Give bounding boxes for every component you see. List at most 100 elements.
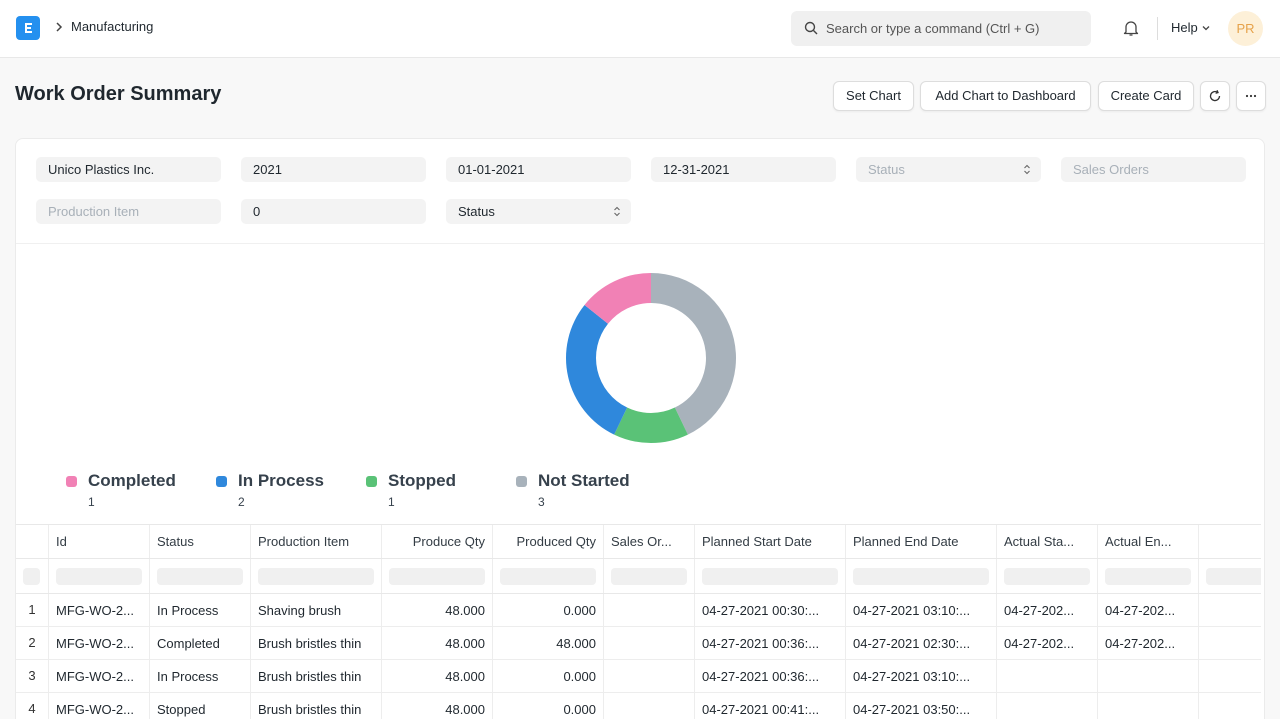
- from-date-filter[interactable]: 01-01-2021: [446, 157, 631, 182]
- column-header-actual-end-date[interactable]: Actual En...: [1098, 525, 1199, 558]
- status-donut-chart: [566, 273, 736, 443]
- cell-production-item[interactable]: Shaving brush: [251, 594, 382, 626]
- cell-actual-start-date[interactable]: 04-27-202...: [997, 594, 1098, 626]
- cell-status[interactable]: In Process: [150, 594, 251, 626]
- column-header-planned-start-date[interactable]: Planned Start Date: [695, 525, 846, 558]
- cell-planned-start-date[interactable]: 04-27-2021 00:41:...: [695, 693, 846, 719]
- donut-slice-not-started[interactable]: [651, 273, 736, 435]
- column-header-actual-start-date[interactable]: Actual Sta...: [997, 525, 1098, 558]
- table-row[interactable]: 1 MFG-WO-2... In Process Shaving brush 4…: [16, 594, 1261, 627]
- cell-produced-qty[interactable]: 0.000: [493, 693, 604, 719]
- create-card-button[interactable]: Create Card: [1098, 81, 1194, 111]
- sales-orders-filter[interactable]: Sales Orders: [1061, 157, 1246, 182]
- cell-sales-order[interactable]: [604, 627, 695, 659]
- cell-planned-end-date[interactable]: 04-27-2021 02:30:...: [846, 627, 997, 659]
- row-index: 1: [16, 594, 49, 626]
- company-filter[interactable]: Unico Plastics Inc.: [36, 157, 221, 182]
- donut-slice-stopped[interactable]: [614, 407, 688, 443]
- fiscal-year-filter[interactable]: 2021: [241, 157, 426, 182]
- table-filter-row: [16, 559, 1261, 594]
- filter-checkbox[interactable]: [23, 568, 40, 585]
- cell-produce-qty[interactable]: 48.000: [382, 660, 493, 692]
- column-header-status[interactable]: Status: [150, 525, 251, 558]
- status-filter[interactable]: Status: [856, 157, 1041, 182]
- table-row[interactable]: 2 MFG-WO-2... Completed Brush bristles t…: [16, 627, 1261, 660]
- cell-production-item[interactable]: Brush bristles thin: [251, 660, 382, 692]
- cell-produce-qty[interactable]: 48.000: [382, 594, 493, 626]
- cell-id[interactable]: MFG-WO-2...: [49, 594, 150, 626]
- cell-actual-end-date[interactable]: [1098, 693, 1199, 719]
- cell-sales-order[interactable]: [604, 693, 695, 719]
- column-header-production-item[interactable]: Production Item: [251, 525, 382, 558]
- column-filter-input[interactable]: [389, 568, 485, 585]
- cell-sales-order[interactable]: [604, 594, 695, 626]
- cell-produce-qty[interactable]: 48.000: [382, 693, 493, 719]
- cell-status[interactable]: Stopped: [150, 693, 251, 719]
- column-header-sales-order[interactable]: Sales Or...: [604, 525, 695, 558]
- app-logo-icon[interactable]: [16, 16, 40, 40]
- avatar[interactable]: PR: [1228, 11, 1263, 46]
- age-filter[interactable]: 0: [241, 199, 426, 224]
- to-date-filter[interactable]: 12-31-2021: [651, 157, 836, 182]
- legend-value: 1: [388, 495, 395, 509]
- set-chart-button[interactable]: Set Chart: [833, 81, 914, 111]
- production-item-filter[interactable]: Production Item: [36, 199, 221, 224]
- notification-bell-icon[interactable]: [1122, 19, 1140, 37]
- column-filter-input[interactable]: [611, 568, 687, 585]
- cell-actual-start-date[interactable]: [997, 660, 1098, 692]
- cell-production-item[interactable]: Brush bristles thin: [251, 627, 382, 659]
- cell-planned-end-date[interactable]: 04-27-2021 03:50:...: [846, 693, 997, 719]
- table-row[interactable]: 3 MFG-WO-2... In Process Brush bristles …: [16, 660, 1261, 693]
- add-chart-to-dashboard-button[interactable]: Add Chart to Dashboard: [920, 81, 1091, 111]
- cell-planned-end-date[interactable]: 04-27-2021 03:10:...: [846, 594, 997, 626]
- cell-produced-qty[interactable]: 0.000: [493, 594, 604, 626]
- cell-actual-end-date[interactable]: [1098, 660, 1199, 692]
- cell-produced-qty[interactable]: 48.000: [493, 627, 604, 659]
- breadcrumb-manufacturing[interactable]: Manufacturing: [71, 19, 154, 34]
- cell-sales-order[interactable]: [604, 660, 695, 692]
- donut-slice-in-process[interactable]: [566, 305, 628, 435]
- column-filter-input[interactable]: [853, 568, 989, 585]
- column-filter-input[interactable]: [702, 568, 838, 585]
- row-index-header: [16, 525, 49, 558]
- cell-planned-start-date[interactable]: 04-27-2021 00:36:...: [695, 660, 846, 692]
- cell-id[interactable]: MFG-WO-2...: [49, 660, 150, 692]
- cell-actual-start-date[interactable]: [997, 693, 1098, 719]
- cell-id[interactable]: MFG-WO-2...: [49, 627, 150, 659]
- legend-label: Stopped: [388, 471, 456, 490]
- help-dropdown[interactable]: Help: [1171, 20, 1198, 35]
- column-filter-input[interactable]: [157, 568, 243, 585]
- column-filter-input[interactable]: [500, 568, 596, 585]
- chevron-right-icon: [56, 22, 63, 32]
- cell-actual-start-date[interactable]: 04-27-202...: [997, 627, 1098, 659]
- cell-status[interactable]: In Process: [150, 660, 251, 692]
- status-select-filter[interactable]: Status: [446, 199, 631, 224]
- column-header-id[interactable]: Id: [49, 525, 150, 558]
- cell-production-item[interactable]: Brush bristles thin: [251, 693, 382, 719]
- column-header-produce-qty[interactable]: Produce Qty: [382, 525, 493, 558]
- cell-planned-start-date[interactable]: 04-27-2021 00:36:...: [695, 627, 846, 659]
- cell-produce-qty[interactable]: 48.000: [382, 627, 493, 659]
- cell-planned-end-date[interactable]: 04-27-2021 03:10:...: [846, 660, 997, 692]
- ellipsis-icon: [1245, 94, 1257, 98]
- donut-slice-completed[interactable]: [584, 273, 651, 324]
- cell-id[interactable]: MFG-WO-2...: [49, 693, 150, 719]
- column-filter-input[interactable]: [1206, 568, 1261, 585]
- search-input[interactable]: Search or type a command (Ctrl + G): [791, 11, 1091, 46]
- refresh-button[interactable]: [1200, 81, 1230, 111]
- column-filter-input[interactable]: [1105, 568, 1191, 585]
- column-filter-input[interactable]: [56, 568, 142, 585]
- column-header-planned-end-date[interactable]: Planned End Date: [846, 525, 997, 558]
- more-options-button[interactable]: [1236, 81, 1266, 111]
- cell-actual-end-date[interactable]: 04-27-202...: [1098, 627, 1199, 659]
- cell-planned-start-date[interactable]: 04-27-2021 00:30:...: [695, 594, 846, 626]
- cell-status[interactable]: Completed: [150, 627, 251, 659]
- column-filter-input[interactable]: [258, 568, 374, 585]
- column-filter-input[interactable]: [1004, 568, 1090, 585]
- column-header-produced-qty[interactable]: Produced Qty: [493, 525, 604, 558]
- chevron-down-icon[interactable]: [1200, 22, 1212, 34]
- cell-produced-qty[interactable]: 0.000: [493, 660, 604, 692]
- table-row[interactable]: 4 MFG-WO-2... Stopped Brush bristles thi…: [16, 693, 1261, 719]
- cell-actual-end-date[interactable]: 04-27-202...: [1098, 594, 1199, 626]
- search-icon: [804, 21, 818, 35]
